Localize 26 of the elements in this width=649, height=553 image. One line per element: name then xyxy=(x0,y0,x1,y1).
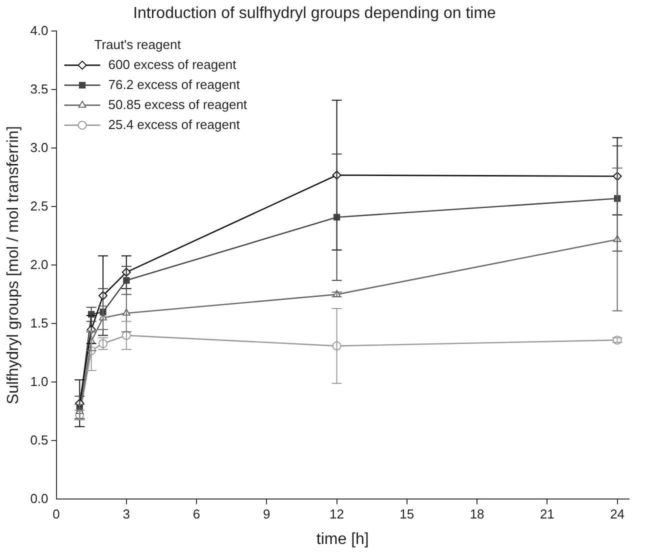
y-tick-label: 3.0 xyxy=(30,140,48,155)
y-tick-label: 4.0 xyxy=(30,22,48,38)
x-tick-label: 6 xyxy=(192,506,200,522)
legend-label: 25.4 excess of reagent xyxy=(108,116,240,132)
y-tick-label: 2.5 xyxy=(30,198,48,214)
x-tick-label: 21 xyxy=(540,506,554,522)
x-tick-label: 3 xyxy=(122,506,130,522)
chart-title: Introduction of sulfhydryl groups depending on time xyxy=(133,5,496,22)
legend-title: Traut's reagent xyxy=(94,36,182,52)
y-axis-title: Sulfhydryl groups [mol / mol transferrin] xyxy=(5,126,22,404)
legend-label: 600 excess of reagent xyxy=(108,56,237,72)
y-tick-label: 1.0 xyxy=(30,374,48,389)
y-tick-label: 0.5 xyxy=(30,432,48,448)
x-axis-title: time [h] xyxy=(316,530,369,548)
y-tick-label: 1.5 xyxy=(30,315,48,330)
x-tick-label: 24 xyxy=(610,506,625,522)
x-tick-label: 12 xyxy=(330,506,344,522)
x-tick-label: 9 xyxy=(263,506,270,522)
x-tick-label: 18 xyxy=(470,506,484,522)
legend-label: 50.85 excess of reagent xyxy=(108,96,248,112)
legend-label: 76.2 excess of reagent xyxy=(108,76,240,92)
x-tick-label: 15 xyxy=(400,506,414,522)
y-tick-label: 2.0 xyxy=(30,256,48,272)
x-tick-label: 0 xyxy=(52,506,60,522)
y-tick-label: 3.5 xyxy=(30,81,48,96)
y-tick-label: 0.0 xyxy=(30,490,48,506)
